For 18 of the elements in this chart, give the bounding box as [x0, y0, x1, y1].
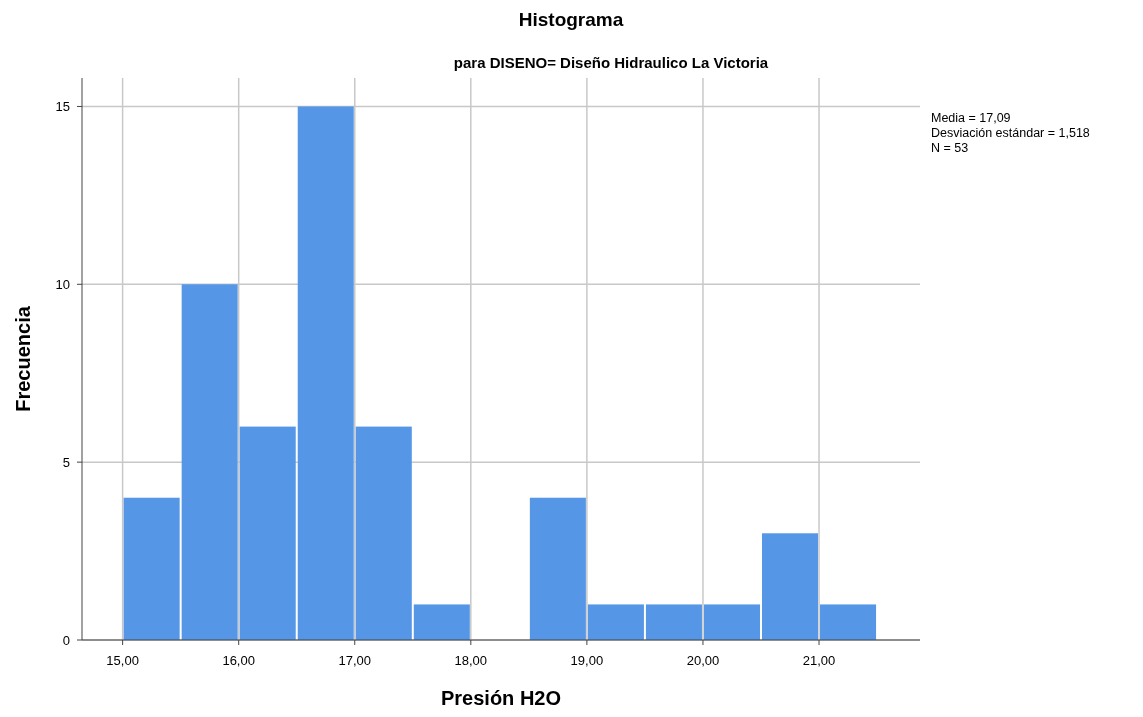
text: Media = 17,09	[931, 111, 1011, 125]
y-tick-label: 10	[55, 276, 70, 292]
y-tick-label: 15	[55, 99, 70, 115]
chart-subtitle: para DISENO= Diseño Hidraulico La Victoria	[453, 54, 769, 71]
x-tick-label: 20,00	[686, 653, 720, 668]
y-tick-label: 5	[62, 454, 70, 470]
x-tick-label: 18,00	[454, 653, 488, 668]
y-tick-label: 0	[62, 632, 70, 648]
text: N = 53	[931, 141, 969, 155]
x-tick-label: 19,00	[570, 653, 604, 668]
x-tick-label: 15,00	[106, 653, 139, 668]
chart-title: Histograma	[518, 9, 624, 30]
x-tick-label: 17,00	[338, 653, 372, 668]
x-tick-label: 16,00	[222, 653, 255, 668]
x-axis-title: Presión H2O	[440, 687, 562, 709]
y-axis-title: Frecuencia	[12, 305, 34, 412]
text: Desviación estándar = 1,518	[931, 126, 1090, 140]
x-tick-label: 21,00	[802, 653, 836, 668]
